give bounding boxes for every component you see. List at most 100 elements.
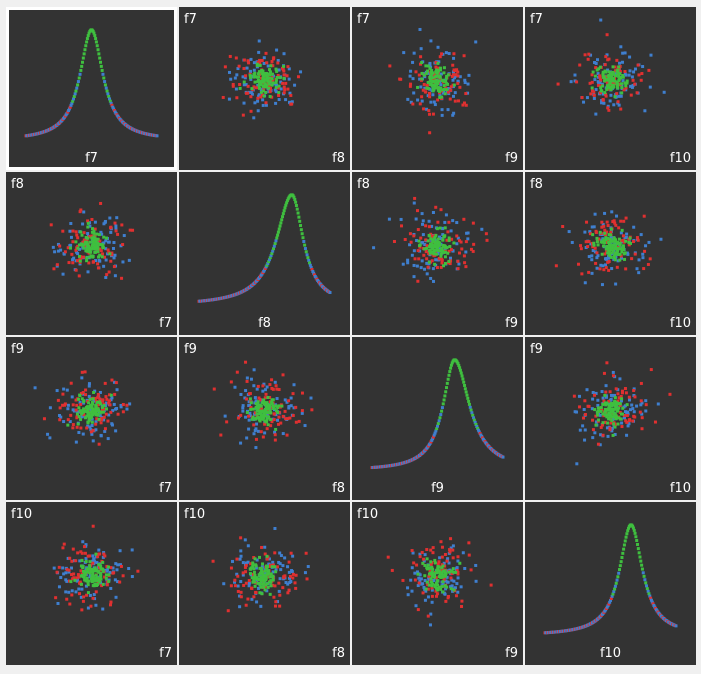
scatter-point — [446, 557, 450, 561]
scatter-point — [114, 227, 118, 231]
scatter-point — [82, 238, 86, 242]
scatter-point — [72, 256, 76, 260]
scatter-point — [81, 222, 85, 226]
scatter-point — [662, 90, 666, 94]
scatter-point — [275, 409, 279, 413]
scatter-point — [448, 97, 452, 101]
scatter-point — [268, 564, 272, 568]
scatter-point — [256, 72, 260, 76]
scatter-point — [604, 395, 608, 399]
curve-point — [274, 239, 278, 243]
scatter-point — [296, 75, 300, 79]
scatter-point — [435, 248, 439, 252]
cell-f9-f9[interactable]: f9 — [352, 337, 523, 500]
scatter-point — [446, 73, 450, 77]
scatter-point — [561, 225, 565, 229]
curve-point — [473, 420, 477, 424]
scatter-point — [252, 432, 256, 436]
scatter-point — [247, 584, 251, 588]
scatter-point — [474, 40, 478, 44]
scatter-point — [54, 596, 58, 600]
scatter-point — [73, 578, 77, 582]
scatter-point — [452, 52, 456, 56]
cell-f7-f7[interactable]: f7 — [6, 7, 177, 170]
scatter-point — [590, 254, 594, 258]
scatter-point — [249, 562, 253, 566]
scatter-point — [265, 419, 269, 423]
scatter-point — [603, 401, 607, 405]
scatter-point — [630, 257, 634, 261]
scatter-point — [618, 241, 622, 245]
scatter-point — [243, 565, 247, 569]
scatter-point — [635, 267, 639, 271]
scatter-point — [450, 237, 454, 241]
scatter-point — [235, 557, 239, 561]
scatter-point — [248, 411, 252, 415]
scatter-point — [125, 403, 129, 407]
scatter-point — [262, 56, 266, 60]
scatter-point — [406, 97, 410, 101]
scatter-point — [607, 403, 611, 407]
scatter-point — [242, 67, 246, 71]
scatter-point — [254, 577, 258, 581]
scatter-point — [258, 63, 262, 67]
scatter-point — [255, 86, 259, 90]
scatter-point — [434, 61, 438, 65]
scatter-point — [624, 267, 628, 271]
scatter-point — [433, 103, 437, 107]
cell-f8-f8[interactable]: f8 — [179, 172, 350, 335]
scatter-point — [444, 213, 448, 217]
scatter-point — [636, 238, 640, 242]
curve-point — [634, 535, 638, 539]
scatter-point — [262, 402, 266, 406]
scatter-point — [622, 246, 626, 250]
scatter-point — [416, 85, 420, 89]
curve-point — [624, 535, 628, 539]
scatter-point — [596, 442, 600, 446]
scatter-point — [432, 249, 436, 253]
scatter-point — [420, 95, 424, 99]
scatter-point — [421, 88, 425, 92]
scatter-point — [71, 258, 75, 262]
scatter-point — [573, 73, 577, 77]
scatter-point — [426, 587, 430, 591]
scatter-point — [614, 414, 618, 418]
scatter-point — [423, 587, 427, 591]
scatter-point — [276, 68, 280, 72]
scatter-point — [439, 252, 443, 256]
cell-f10-f10[interactable]: f10 — [525, 502, 696, 665]
scatter-point — [276, 59, 280, 63]
scatter-point — [604, 266, 608, 270]
scatter-point — [434, 239, 438, 243]
scatter-point — [607, 73, 611, 77]
scatter-point — [438, 94, 442, 98]
scatter-point — [125, 407, 129, 411]
scatter-point — [101, 246, 105, 250]
scatter-point — [595, 256, 599, 260]
scatter-point — [99, 421, 103, 425]
scatter-point — [439, 540, 443, 544]
scatter-point — [273, 430, 277, 434]
scatter-point — [94, 552, 98, 556]
scatter-point — [78, 247, 82, 251]
scatter-point — [259, 604, 263, 608]
scatter-point — [211, 559, 215, 563]
scatter-point — [440, 113, 444, 117]
scatter-point — [593, 393, 597, 397]
scatter-point — [252, 423, 256, 427]
scatter-point — [434, 233, 438, 237]
scatter-point — [263, 431, 267, 435]
scatter-point — [611, 220, 615, 224]
